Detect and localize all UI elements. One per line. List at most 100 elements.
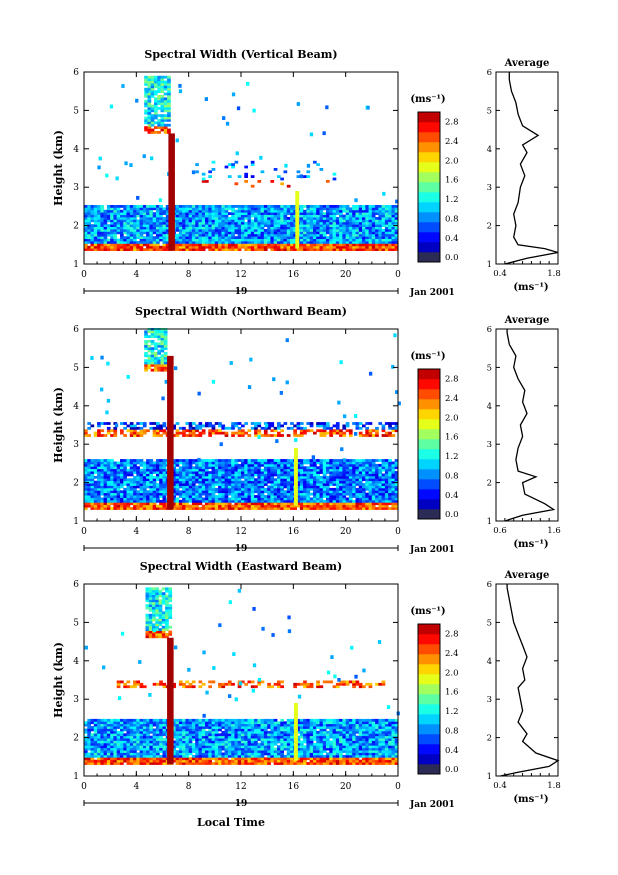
y-tick-label: 4 (73, 402, 79, 412)
avg-y-tick-label: 2 (487, 734, 492, 744)
average-title: Average (504, 570, 550, 581)
panel-1: Spectral Width (Vertical Beam)123456Heig… (52, 48, 561, 298)
colorbar-tick-label: 1.6 (445, 688, 459, 698)
colorbar-step (418, 694, 440, 705)
avg-y-tick-label: 1 (487, 517, 492, 527)
average-line (504, 329, 556, 522)
colorbar-step (418, 152, 440, 163)
x-tick-label: 12 (235, 270, 246, 280)
colorbar-tick-label: 2.0 (445, 413, 459, 423)
colorbar-tick-label: 0.0 (445, 510, 459, 520)
colorbar-step (418, 182, 440, 193)
colorbar-tick-label: 0.0 (445, 253, 459, 263)
avg-x-tick-label: 0.4 (493, 781, 507, 791)
average-line (504, 72, 559, 265)
avg-y-tick-label: 1 (487, 260, 492, 270)
x-axis-label: Local Time (197, 816, 265, 829)
colorbar-tick-label: 1.6 (445, 433, 459, 443)
colorbar-step (418, 112, 440, 123)
y-tick-label: 6 (73, 580, 79, 590)
colorbar-tick-label: 0.4 (445, 746, 459, 756)
heatmap (84, 587, 400, 765)
date-label: Jan 2001 (409, 545, 455, 555)
avg-y-tick-label: 2 (487, 479, 492, 489)
y-tick-label: 2 (73, 222, 79, 232)
y-tick-label: 1 (73, 260, 79, 270)
colorbar-step (418, 449, 440, 460)
colorbar-step (418, 252, 440, 263)
colorbar-step (418, 419, 440, 430)
x-tick-label: 16 (288, 270, 300, 280)
colorbar-tick-label: 2.8 (445, 375, 459, 385)
colorbar-tick-label: 0.4 (445, 491, 459, 501)
colorbar-step (418, 714, 440, 725)
y-tick-label: 1 (73, 517, 79, 527)
secondary-column (295, 191, 300, 249)
colorbar-step (418, 212, 440, 223)
average-title: Average (504, 58, 550, 69)
colorbar-step (418, 232, 440, 243)
colorbar-step (418, 192, 440, 203)
colorbar-unit: (ms⁻¹) (410, 351, 445, 362)
date-label: Jan 2001 (409, 800, 455, 810)
colorbar-tick-label: 1.6 (445, 176, 459, 186)
panel-3: Spectral Width (Eastward Beam)123456Heig… (52, 560, 561, 829)
x-tick-label: 20 (340, 782, 352, 792)
colorbar-tick-label: 1.2 (445, 195, 459, 205)
avg-x-tick-label: 0.6 (493, 526, 507, 536)
y-tick-label: 5 (73, 618, 79, 628)
colorbar-tick-label: 2.8 (445, 118, 459, 128)
colorbar-step (418, 644, 440, 655)
colorbar-step (418, 202, 440, 213)
x-tick-label: 0 (395, 270, 401, 280)
y-tick-label: 1 (73, 772, 79, 782)
x-tick-label: 4 (133, 782, 139, 792)
x-tick-label: 12 (235, 527, 246, 537)
colorbar-tick-label: 0.8 (445, 471, 459, 481)
avg-y-tick-label: 5 (487, 363, 492, 373)
average-line (500, 584, 560, 777)
y-tick-label: 5 (73, 106, 79, 116)
day-label: 19 (235, 287, 248, 297)
colorbar-tick-label: 2.4 (445, 394, 459, 404)
avg-x-tick-label: 1.8 (547, 781, 561, 791)
panel-2: Spectral Width (Northward Beam)123456Hei… (52, 305, 561, 555)
y-tick-label: 2 (73, 734, 79, 744)
avg-y-tick-label: 3 (487, 440, 492, 450)
avg-y-tick-label: 6 (487, 325, 492, 335)
colorbar-step (418, 439, 440, 450)
avg-y-tick-label: 4 (487, 145, 492, 155)
x-tick-label: 0 (395, 527, 401, 537)
strong-column (167, 637, 174, 765)
colorbar-tick-label: 0.8 (445, 726, 459, 736)
colorbar-tick-label: 0.8 (445, 214, 459, 224)
colorbar-unit: (ms⁻¹) (410, 94, 445, 105)
average-frame (495, 71, 559, 265)
colorbar-step (418, 724, 440, 735)
colorbar-step (418, 479, 440, 490)
colorbar-frame (417, 368, 441, 520)
colorbar-step (418, 162, 440, 173)
avg-y-tick-label: 3 (487, 695, 492, 705)
colorbar-step (418, 429, 440, 440)
colorbar-step (418, 242, 440, 253)
x-tick-label: 4 (133, 527, 139, 537)
average-title: Average (504, 315, 550, 326)
x-tick-label: 8 (186, 782, 192, 792)
colorbar-tick-label: 2.4 (445, 137, 459, 147)
colorbar-tick-label: 0.0 (445, 765, 459, 775)
x-tick-label: 16 (288, 527, 300, 537)
x-tick-label: 8 (186, 527, 192, 537)
colorbar-step (418, 132, 440, 143)
avg-x-tick-label: 1.6 (547, 526, 561, 536)
colorbar-tick-label: 2.4 (445, 649, 459, 659)
x-tick-label: 20 (340, 527, 352, 537)
colorbar-step (418, 142, 440, 153)
colorbar-tick-label: 2.8 (445, 630, 459, 640)
x-tick-label: 4 (133, 270, 139, 280)
y-axis-label: Height (km) (52, 642, 65, 718)
secondary-column (293, 448, 298, 506)
y-tick-label: 3 (73, 440, 79, 450)
heatmap (84, 328, 401, 510)
avg-y-tick-label: 3 (487, 183, 492, 193)
